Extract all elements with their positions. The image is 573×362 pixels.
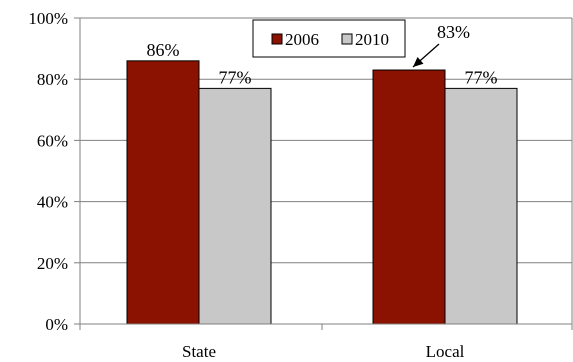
bars	[126, 60, 518, 325]
bar-state-2006	[126, 60, 200, 325]
bar-local-2010	[444, 87, 518, 325]
data-label-local-2010: 77%	[465, 67, 498, 87]
y-tick-label: 100%	[28, 9, 68, 28]
legend-swatch-2006	[271, 33, 283, 45]
y-tick-label: 0%	[45, 315, 68, 334]
y-tick-label: 80%	[37, 70, 68, 89]
legend-label-2006: 2006	[285, 30, 319, 49]
y-tick-label: 20%	[37, 254, 68, 273]
legend-label-2010: 2010	[355, 30, 389, 49]
legend: 2006 2010	[252, 19, 406, 58]
bar-state-2010	[198, 87, 272, 325]
annotation: 83%	[412, 22, 470, 68]
y-axis-ticks: 0% 20% 40% 60% 80% 100%	[28, 9, 80, 334]
x-tick-label-state: State	[182, 342, 216, 361]
data-label-state-2006: 86%	[147, 40, 180, 60]
annotation-arrow-head	[413, 57, 424, 68]
data-labels: 86% 77% 77%	[147, 40, 498, 88]
x-axis: State Local	[79, 323, 573, 361]
annotation-label: 83%	[437, 22, 470, 42]
data-label-state-2010: 77%	[219, 67, 252, 87]
y-tick-label: 60%	[37, 131, 68, 150]
y-tick-label: 40%	[37, 193, 68, 212]
legend-swatch-2010	[341, 33, 353, 45]
bar-local-2006	[372, 69, 446, 325]
x-tick-label-local: Local	[426, 342, 465, 361]
